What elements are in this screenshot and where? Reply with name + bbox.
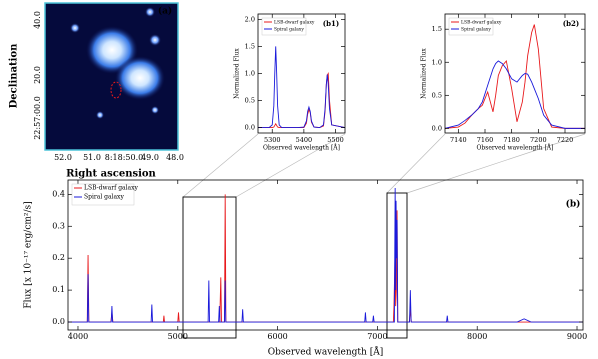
x-tick-label: 51.0 (83, 153, 101, 162)
plot-area (445, 24, 585, 129)
y-tick-label: 0.2 (52, 253, 65, 262)
x-tick-label: 48.0 (166, 153, 184, 162)
x-tick-label: 7160 (477, 136, 494, 144)
y-tick-label: 1.0 (432, 58, 442, 66)
plot-area (258, 46, 345, 129)
x-tick-label: 7180 (503, 136, 520, 144)
x-axis-label: Right ascension (66, 169, 156, 180)
zoom-box (386, 192, 408, 339)
chart: 5300 5400 5500 0.0 0.5 1.0 1.5 2.0 Observed wave… (234, 13, 346, 152)
x-tick-label: 6000 (267, 332, 287, 341)
x-axis-label: Observed wavelength [Å] (263, 144, 340, 152)
x-tick-label: 5500 (327, 136, 344, 144)
x-tick-label: 5400 (296, 136, 313, 144)
y-tick-label: 2.0 (245, 15, 255, 23)
x-axis-label: Observed wavelength [Å] (477, 144, 554, 152)
plot-area (68, 187, 583, 323)
x-tick-label: 7000 (367, 332, 387, 341)
galaxy (115, 56, 165, 100)
panel-tag: (b2) (563, 19, 579, 28)
y-tick-label: 0.0 (52, 317, 65, 326)
legend-label: Spiral galaxy (274, 27, 304, 33)
legend-label: LSB-dwarf galaxy (84, 185, 138, 192)
x-tick-label: 8:18:50.0 (105, 153, 143, 162)
y-tick-label: 0.3 (52, 221, 65, 230)
y-tick-label: 22:57:00.0 (33, 96, 42, 140)
y-tick-label: 1.0 (245, 70, 255, 78)
y-axis-label: Declination (9, 43, 20, 109)
panel-tag: (b) (566, 199, 581, 210)
x-tick-label: 49.0 (141, 153, 159, 162)
x-tick-label: 7140 (450, 136, 467, 144)
series-line (445, 24, 585, 129)
legend-label: Spiral galaxy (84, 194, 124, 201)
panel-tag: (a) (158, 6, 172, 17)
zoom-box (182, 196, 237, 339)
star (70, 23, 80, 33)
x-axis-label: Observed wavelength [Å] (268, 346, 383, 358)
star (145, 7, 155, 17)
panel-tag: (b1) (323, 19, 339, 28)
chart: 7140 7160 7180 7200 7220 0.0 0.5 1.0 1.5 Observed… (421, 13, 586, 152)
x-tick-label: 4000 (68, 332, 88, 341)
y-tick-label: 40.0 (33, 11, 42, 29)
chart: 4000 5000 6000 7000 8000 9000 0.0 0.1 0.2 0.3 0.4 O… (24, 179, 587, 358)
x-tick-label: 52.0 (54, 153, 72, 162)
legend-box (261, 17, 307, 36)
series-line (68, 194, 583, 323)
zoom-indicators (182, 133, 586, 339)
series-line (68, 187, 583, 323)
y-tick-label: 1.5 (432, 25, 442, 33)
legend-box (448, 17, 494, 36)
x-tick-label: 9000 (567, 332, 587, 341)
axes-frame (67, 179, 584, 331)
x-tick-label: 5000 (168, 332, 188, 341)
x-tick-label: 8000 (467, 332, 487, 341)
x-tick-label: 7220 (557, 136, 574, 144)
connector (406, 133, 586, 194)
x-tick-label: 7200 (530, 136, 547, 144)
series-line (258, 71, 345, 129)
y-axis-label: Normalized Flux (234, 48, 241, 99)
y-tick-label: 0.0 (245, 124, 255, 132)
connector (182, 133, 259, 198)
y-tick-label: 20.0 (33, 66, 42, 84)
target-marker (110, 81, 122, 99)
y-tick-label: 0.0 (432, 124, 442, 132)
series-line (258, 46, 345, 129)
y-axis-label: Normalized Flux (421, 48, 428, 99)
legend-label: LSB-dwarf galaxy (274, 20, 315, 26)
image-panel: (a) Right ascension Declination (9, 2, 179, 180)
connector (386, 133, 446, 194)
series-line (445, 60, 585, 129)
y-tick-label: 0.1 (52, 285, 65, 294)
axes-frame (444, 13, 586, 134)
y-tick-label: 0.4 (52, 189, 65, 198)
x-tick-label: 5300 (264, 136, 281, 144)
y-tick-label: 0.5 (432, 91, 442, 99)
y-tick-label: 1.5 (245, 42, 255, 50)
star (149, 34, 161, 46)
legend-label: LSB-dwarf galaxy (461, 20, 502, 26)
star (151, 106, 159, 114)
legend-label: Spiral galaxy (461, 27, 491, 33)
star (96, 111, 104, 119)
y-tick-label: 0.5 (245, 97, 255, 105)
y-axis-label: Flux [x 10⁻¹⁷ erg/cm²/s] (24, 201, 34, 308)
legend-box (71, 183, 135, 206)
connector (235, 133, 346, 198)
